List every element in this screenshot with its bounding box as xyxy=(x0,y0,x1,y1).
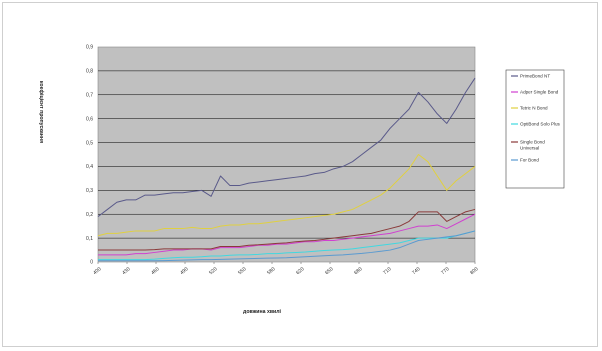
series-line-0 xyxy=(97,77,476,218)
x-tick-label: 400 xyxy=(92,266,102,276)
y-tick-label: 0,4 xyxy=(86,164,93,170)
y-tick-label: 0 xyxy=(90,260,93,266)
x-tick-label: 520 xyxy=(208,266,218,276)
x-axis-ticks: 400 430 460 490 520 550 580 620 650 680 710 740 770 8… xyxy=(92,262,480,276)
legend: PrimeBond NT Adper Single Bond Tetric N Bo… xyxy=(511,74,561,163)
series-line-1 xyxy=(98,213,476,256)
legend-label: Single Bond xyxy=(520,140,545,145)
x-tick-label: 710 xyxy=(382,266,392,276)
legend-label: PrimeBond NT xyxy=(520,74,550,79)
gridlines xyxy=(98,70,475,239)
x-tick-label: 620 xyxy=(295,266,305,276)
y-axis-ticks: 0 0,1 0,2 0,3 0,4 0,5 0,6 0,7 0,8 0,9 xyxy=(86,45,93,266)
x-tick-label: 490 xyxy=(179,266,189,276)
legend-box xyxy=(505,69,565,189)
x-tick-label: 680 xyxy=(353,266,363,276)
y-axis-title: коефіцієнт пропускання xyxy=(38,81,45,143)
x-tick-label: 430 xyxy=(121,266,131,276)
y-tick-label: 0,5 xyxy=(86,140,93,146)
series-line-5 xyxy=(98,230,476,262)
y-tick-label: 0,8 xyxy=(86,69,93,75)
y-tick-label: 0,9 xyxy=(86,45,93,51)
y-tick-label: 0,6 xyxy=(86,116,93,122)
x-tick-label: 550 xyxy=(237,266,247,276)
x-tick-label: 800 xyxy=(469,266,479,276)
legend-label-line2: Universal xyxy=(520,146,539,151)
y-tick-label: 0,2 xyxy=(86,212,93,218)
series-line-4 xyxy=(98,208,476,251)
legend-label: Adper Single Bond xyxy=(520,90,559,95)
legend-label: OptiBond Solo Plus xyxy=(520,122,561,127)
legend-label: Tetric N Bond xyxy=(520,106,548,111)
y-tick-label: 0,3 xyxy=(86,188,93,194)
x-tick-label: 650 xyxy=(324,266,334,276)
y-tick-label: 0,7 xyxy=(86,92,93,98)
x-tick-label: 460 xyxy=(150,266,160,276)
y-tick-label: 0,1 xyxy=(86,236,93,242)
series-lines xyxy=(97,77,476,262)
x-tick-label: 770 xyxy=(440,266,450,276)
plot-area xyxy=(97,46,476,263)
series-line-3 xyxy=(98,230,476,261)
series-line-2 xyxy=(97,154,476,237)
legend-label: For Bond xyxy=(520,158,539,163)
x-tick-label: 580 xyxy=(266,266,276,276)
x-axis-title: довжина хвилі xyxy=(243,309,281,315)
x-tick-label: 740 xyxy=(411,266,421,276)
